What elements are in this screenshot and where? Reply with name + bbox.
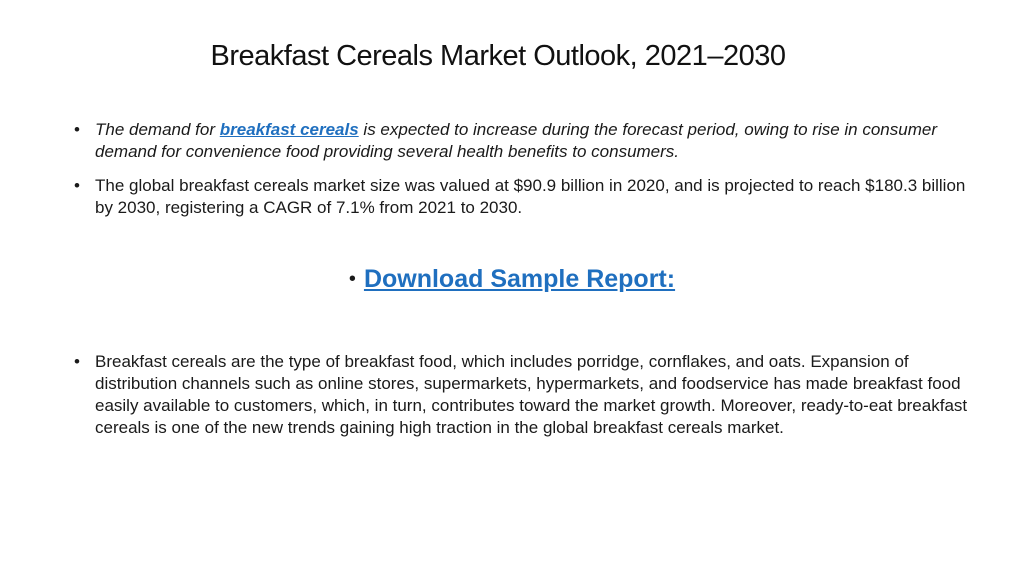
breakfast-cereals-link[interactable]: breakfast cereals: [219, 120, 359, 139]
bullet-demand-pre: The demand for: [95, 120, 220, 139]
bullet-marker: •: [74, 352, 80, 371]
bullet-description-text: Breakfast cereals are the type of breakf…: [95, 352, 968, 437]
slide-title: Breakfast Cereals Market Outlook, 2021–2…: [210, 40, 786, 72]
bullet-description: • Breakfast cereals are the type of brea…: [74, 351, 974, 439]
bullet-market-size-text: The global breakfast cereals market size…: [95, 176, 966, 217]
bullet-marker: •: [74, 120, 80, 139]
bullet-marker: •: [74, 176, 80, 195]
bullet-market-size: • The global breakfast cereals market si…: [74, 175, 974, 219]
bullet-marker: •: [348, 268, 356, 290]
download-bullet: • Download Sample Report:: [0, 265, 1024, 294]
bullet-demand-text: The demand for breakfast cereals is expe…: [95, 119, 974, 163]
bullet-demand-post: is expected to increase during the forec…: [95, 120, 937, 161]
bullet-demand: • The demand for breakfast cereals is ex…: [74, 119, 974, 163]
download-sample-report-link[interactable]: Download Sample Report:: [363, 265, 676, 293]
